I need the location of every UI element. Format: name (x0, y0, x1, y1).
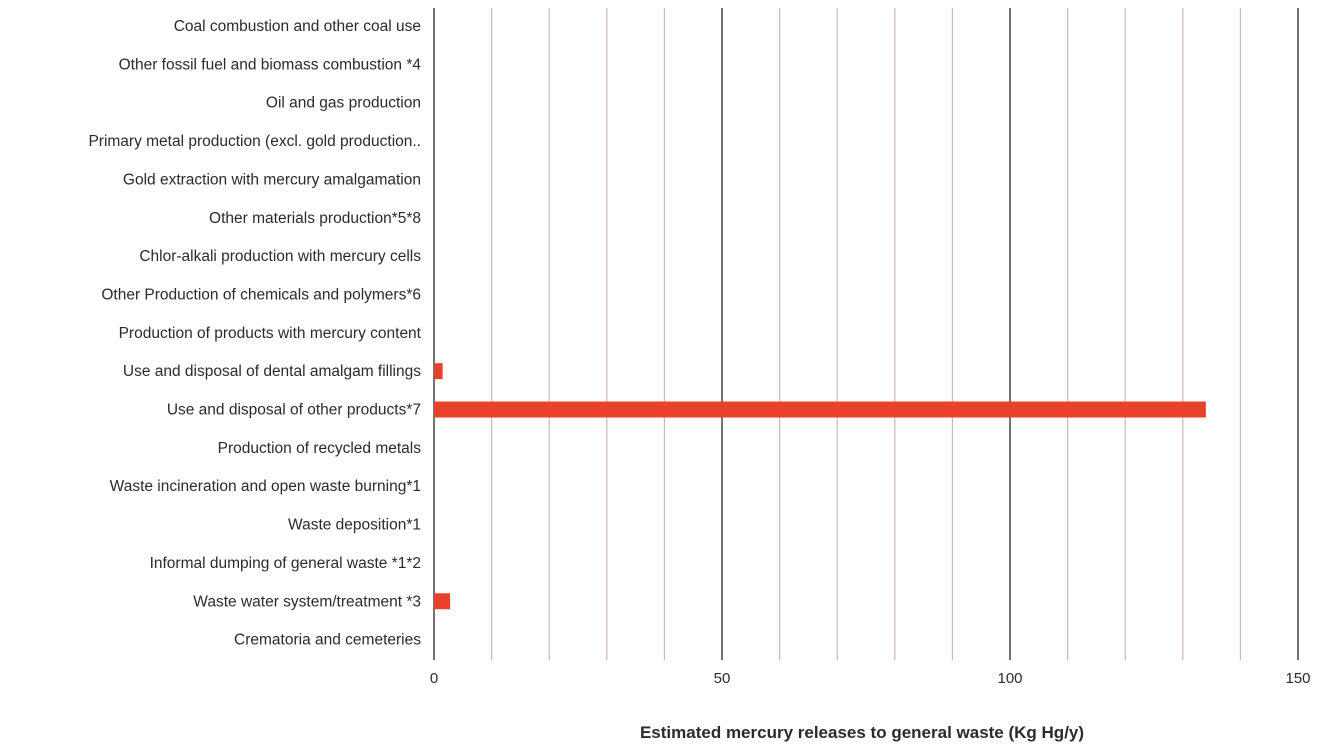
x-tick-labels: 0 50 100 150 (430, 670, 1311, 687)
category-label: Coal combustion and other coal use (174, 18, 421, 35)
category-label: Other materials production*5*8 (209, 210, 421, 227)
x-axis-title: Estimated mercury releases to general wa… (640, 723, 1084, 742)
category-label: Waste incineration and open waste burnin… (110, 478, 421, 495)
category-label: Chlor-alkali production with mercury cel… (139, 248, 421, 265)
category-label: Waste water system/treatment *3 (193, 593, 421, 610)
category-label: Other fossil fuel and biomass combustion… (119, 56, 422, 73)
category-labels: Coal combustion and other coal use Other … (88, 18, 421, 649)
x-tick-label: 0 (430, 670, 438, 687)
category-label: Use and disposal of dental amalgam filli… (123, 363, 421, 380)
gridlines (433, 8, 1299, 660)
category-label: Gold extraction with mercury amalgamatio… (123, 171, 421, 188)
category-label: Use and disposal of other products*7 (167, 402, 421, 419)
x-tick-label: 150 (1285, 670, 1310, 687)
bar (434, 593, 451, 610)
category-label: Crematoria and cemeteries (234, 632, 421, 649)
bar (434, 363, 443, 380)
category-label: Other Production of chemicals and polyme… (101, 286, 421, 303)
category-label: Primary metal production (excl. gold pro… (88, 133, 421, 150)
category-label: Production of products with mercury cont… (119, 325, 422, 342)
category-label: Informal dumping of general waste *1*2 (150, 555, 421, 572)
x-tick-label: 100 (997, 670, 1022, 687)
category-label: Waste deposition*1 (288, 517, 421, 534)
bars (434, 363, 1206, 610)
category-label: Oil and gas production (266, 95, 421, 112)
bar (434, 401, 1206, 418)
x-tick-label: 50 (714, 670, 731, 687)
category-label: Production of recycled metals (218, 440, 422, 457)
